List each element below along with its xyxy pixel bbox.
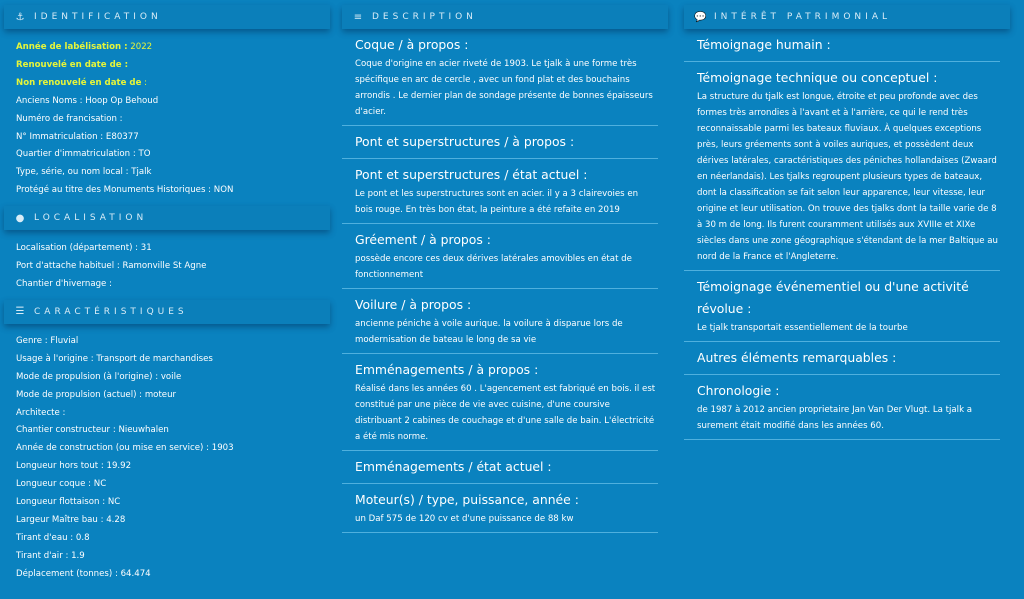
info-section: Gréement / à propos : possède encore ces … xyxy=(342,224,658,289)
info-item: Genre : Fluvial xyxy=(16,335,79,346)
section-heading: Témoignage technique ou conceptuel : xyxy=(697,70,938,85)
section-title: IDENTIFICATION xyxy=(34,12,162,22)
section-heading: Gréement / à propos : xyxy=(355,232,491,247)
section-heading: Témoignage humain : xyxy=(697,37,831,52)
info-item: Année de construction (ou mise en servic… xyxy=(16,443,234,454)
info-section: Coque / à propos : Coque d'origine en aci… xyxy=(342,29,658,126)
interet-column: 💬 INTÉRÊT PATRIMONIAL Témoignage humain :… xyxy=(684,0,1010,440)
align-left-icon: ≡ xyxy=(353,11,363,23)
info-section: Témoignage humain : xyxy=(684,29,1000,62)
info-item: Mode de propulsion (à l'origine) : voile xyxy=(16,371,182,382)
section-body: ancienne péniche à voile aurique. la voi… xyxy=(355,319,623,345)
info-item: Tirant d'eau : 0.8 xyxy=(16,532,90,543)
info-item: Non renouvelé en date de : xyxy=(16,77,148,88)
section-body: un Daf 575 de 120 cv et d'une puissance … xyxy=(355,514,574,524)
info-item: Déplacement (tonnes) : 64.474 xyxy=(16,568,151,579)
info-item: Chantier constructeur : Nieuwhalen xyxy=(16,425,169,436)
section-body: possède encore ces deux dérives latérale… xyxy=(355,254,632,280)
localisation-header: ● LOCALISATION xyxy=(4,206,330,231)
section-title: LOCALISATION xyxy=(34,213,148,224)
info-item: Port d'attache habituel : Ramonville St … xyxy=(16,261,207,272)
section-body: Réalisé dans les années 60 . L'agencemen… xyxy=(355,384,656,442)
caracteristiques-header: ☰ CARACTÉRISTIQUES xyxy=(4,299,330,324)
section-heading: Chronologie : xyxy=(697,383,780,398)
identification-header: ⚓ IDENTIFICATION xyxy=(4,5,330,29)
info-section: Autres éléments remarquables : xyxy=(684,342,1000,375)
section-heading: Voilure / à propos : xyxy=(355,297,472,312)
section-heading: Témoignage événementiel ou d'une activit… xyxy=(697,279,969,316)
section-body: Coque d'origine en acier riveté de 1903.… xyxy=(355,59,653,117)
section-heading: Autres éléments remarquables : xyxy=(697,350,897,365)
section-title: CARACTÉRISTIQUES xyxy=(34,306,188,317)
info-item: Localisation (département) : 31 xyxy=(16,243,152,254)
info-item: Quartier d'immatriculation : TO xyxy=(16,149,151,160)
info-item: Protégé au titre des Monuments Historiqu… xyxy=(16,185,234,196)
info-item: Longueur hors tout : 19.92 xyxy=(16,461,132,472)
section-body: Le pont et les superstructures sont en a… xyxy=(355,189,639,215)
description-column: ≡ DESCRIPTION Coque / à propos : Coque d'o… xyxy=(342,0,668,533)
section-heading: Pont et superstructures / à propos : xyxy=(355,134,575,149)
section-heading: Emménagements / à propos : xyxy=(355,362,539,377)
description-header: ≡ DESCRIPTION xyxy=(342,5,668,29)
info-section: Témoignage technique ou conceptuel : La s… xyxy=(684,62,1000,271)
info-section: Emménagements / état actuel : xyxy=(342,451,658,484)
section-heading: Coque / à propos : xyxy=(355,37,469,52)
info-item: Longueur coque : NC xyxy=(16,479,107,490)
left-column: ⚓ IDENTIFICATION Année de labélisation : … xyxy=(4,0,330,590)
info-item: Renouvelé en date de : xyxy=(16,59,129,70)
info-section: Moteur(s) / type, puissance, année : un D… xyxy=(342,484,658,533)
info-item: N° Immatriculation : E80377 xyxy=(16,131,139,142)
info-item: Type, série, ou nom local : Tjalk xyxy=(16,167,152,178)
info-section: Pont et superstructures / à propos : xyxy=(342,126,658,159)
info-section: Voilure / à propos : ancienne péniche à v… xyxy=(342,289,658,354)
info-section: Emménagements / à propos : Réalisé dans l… xyxy=(342,354,658,451)
info-item: Tirant d'air : 1.9 xyxy=(16,550,85,561)
section-heading: Moteur(s) / type, puissance, année : xyxy=(355,492,579,507)
comment-icon: 💬 xyxy=(694,11,707,23)
section-heading: Pont et superstructures / état actuel : xyxy=(355,167,588,182)
info-item: Numéro de francisation : xyxy=(16,113,123,124)
info-item: Chantier d'hivernage : xyxy=(16,278,112,289)
section-body: La structure du tjalk est longue, étroit… xyxy=(697,92,998,262)
info-item: Architecte : xyxy=(16,407,66,418)
info-item: Mode de propulsion (actuel) : moteur xyxy=(16,389,177,400)
section-title: INTÉRÊT PATRIMONIAL xyxy=(714,12,891,22)
info-item: Largeur Maître bau : 4.28 xyxy=(16,514,126,525)
sliders-icon: ☰ xyxy=(15,306,25,318)
interet-header: 💬 INTÉRÊT PATRIMONIAL xyxy=(684,5,1010,29)
info-section: Chronologie : de 1987 à 2012 ancien propr… xyxy=(684,375,1000,440)
info-item: Usage à l'origine : Transport de marchan… xyxy=(16,353,213,364)
info-item: Année de labélisation : 2022 xyxy=(16,42,153,52)
anchor-icon: ⚓ xyxy=(15,11,25,23)
section-body: Le tjalk transportait essentiellement de… xyxy=(697,323,908,333)
section-heading: Emménagements / état actuel : xyxy=(355,459,552,474)
info-section: Témoignage événementiel ou d'une activit… xyxy=(684,271,1000,342)
section-body: de 1987 à 2012 ancien proprietaire Jan V… xyxy=(697,405,973,431)
info-item: Anciens Noms : Hoop Op Behoud xyxy=(16,95,159,106)
info-section: Pont et superstructures / état actuel : L… xyxy=(342,159,658,224)
info-item: Longueur flottaison : NC xyxy=(16,497,121,508)
map-pin-icon: ● xyxy=(15,212,25,224)
section-title: DESCRIPTION xyxy=(372,12,477,22)
